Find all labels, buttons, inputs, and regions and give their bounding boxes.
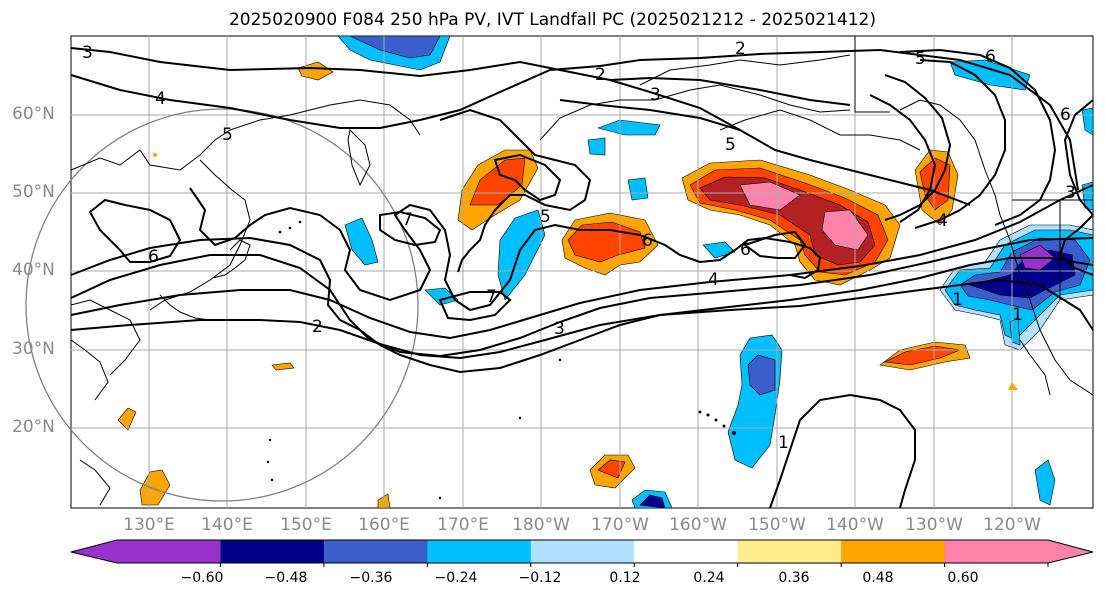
lat-label: 30°N [12,339,55,359]
contour-label: 4 [937,211,948,231]
colorbar-tick-label: 0.60 [947,570,979,586]
colorbar-segment [841,540,946,563]
lon-label: 150°W [748,515,806,535]
lon-label: 140°E [201,515,253,535]
colorbar-tick-label: 0.36 [778,570,810,586]
colorbar-tick-label: −0.36 [349,570,393,586]
contour-label: 5 [725,135,736,155]
lat-label: 20°N [12,417,55,437]
pv-contours [70,47,1094,509]
contour-label: 6 [1060,105,1071,125]
lon-label: 160°E [358,515,410,535]
contour-label: 3 [82,43,93,63]
colorbar-tick-label: −0.12 [518,570,562,586]
grid-lines [71,36,1093,508]
coastlines [70,36,1094,506]
lon-label: 170°W [591,515,649,535]
lat-label: 40°N [12,260,55,280]
contour-label: 4 [708,270,719,290]
lon-label: 180°W [512,515,570,535]
contour-label: 5 [222,125,233,145]
anomaly-fill [117,35,1094,509]
contour-label-group: 3 2 4 5 3 2 6 6 5 3 5 4 1 6 5 7 6 6 4 7 … [82,39,1076,453]
colorbar-tick-label: 0.12 [609,570,641,586]
lon-label: 130°E [123,515,175,535]
islands [153,153,1018,500]
colorbar-segment [220,540,325,563]
lon-label: 160°W [669,515,727,535]
colorbar-tick-label: −0.48 [264,570,308,586]
contour-label: 5 [915,49,926,69]
colorbar-segment [427,540,532,563]
lon-label: 130°W [905,515,963,535]
contour-label: 6 [740,240,751,260]
contour-label: 7 [486,287,497,307]
lon-label: 170°E [437,515,489,535]
contour-label: 6 [642,231,653,251]
colorbar-segment [530,540,635,563]
contour-label: 1 [1012,305,1023,325]
colorbar-segment [323,540,428,563]
colorbar-segment [71,540,221,563]
colorbar-tick-label: 0.24 [693,570,725,586]
contour-label: 5 [540,207,551,227]
contour-label: 3 [650,85,661,105]
map-title: 2025020900 F084 250 hPa PV, IVT Landfall… [228,10,876,30]
range-circle [25,108,419,502]
colorbar-tick-label: 0.48 [862,570,894,586]
contour-label: 4 [155,89,166,109]
lon-label: 150°E [280,515,332,535]
contour-label: 7 [402,210,413,230]
contour-label: 2 [595,65,606,85]
lat-label: 60°N [12,104,55,124]
contour-label: 3 [554,319,565,339]
lon-label: 140°W [826,515,884,535]
colorbar-tick-label: −0.60 [180,570,224,586]
colorbar-segment [944,540,1093,563]
colorbar-segment [737,540,842,563]
contour-label: 6 [148,247,159,267]
contour-label: 3 [1065,183,1076,203]
lat-label: 50°N [12,182,55,202]
contour-label: 1 [952,290,963,310]
contour-label: 2 [735,39,746,59]
colorbar-segment [634,540,739,563]
contour-label: 6 [985,47,996,67]
contour-label: 2 [312,317,323,337]
lon-label: 120°W [983,515,1041,535]
contour-label: 1 [778,433,789,453]
colorbar-tick-label: −0.24 [434,570,478,586]
